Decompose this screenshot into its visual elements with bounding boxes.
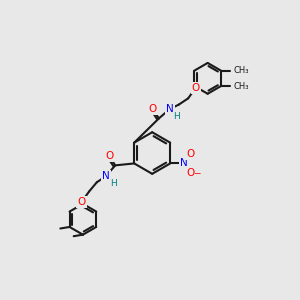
Text: O: O [186,168,194,178]
Text: N: N [166,104,173,114]
Text: −: − [193,168,200,177]
Text: O: O [105,151,113,161]
Text: N: N [102,171,110,181]
Text: O: O [77,197,86,207]
Text: O: O [148,104,157,114]
Text: +: + [187,153,194,162]
Text: H: H [173,112,180,121]
Text: CH₃: CH₃ [233,82,249,91]
Text: CH₃: CH₃ [233,66,249,75]
Text: O: O [192,82,200,93]
Text: N: N [180,158,188,168]
Text: H: H [110,179,117,188]
Text: O: O [186,149,194,159]
